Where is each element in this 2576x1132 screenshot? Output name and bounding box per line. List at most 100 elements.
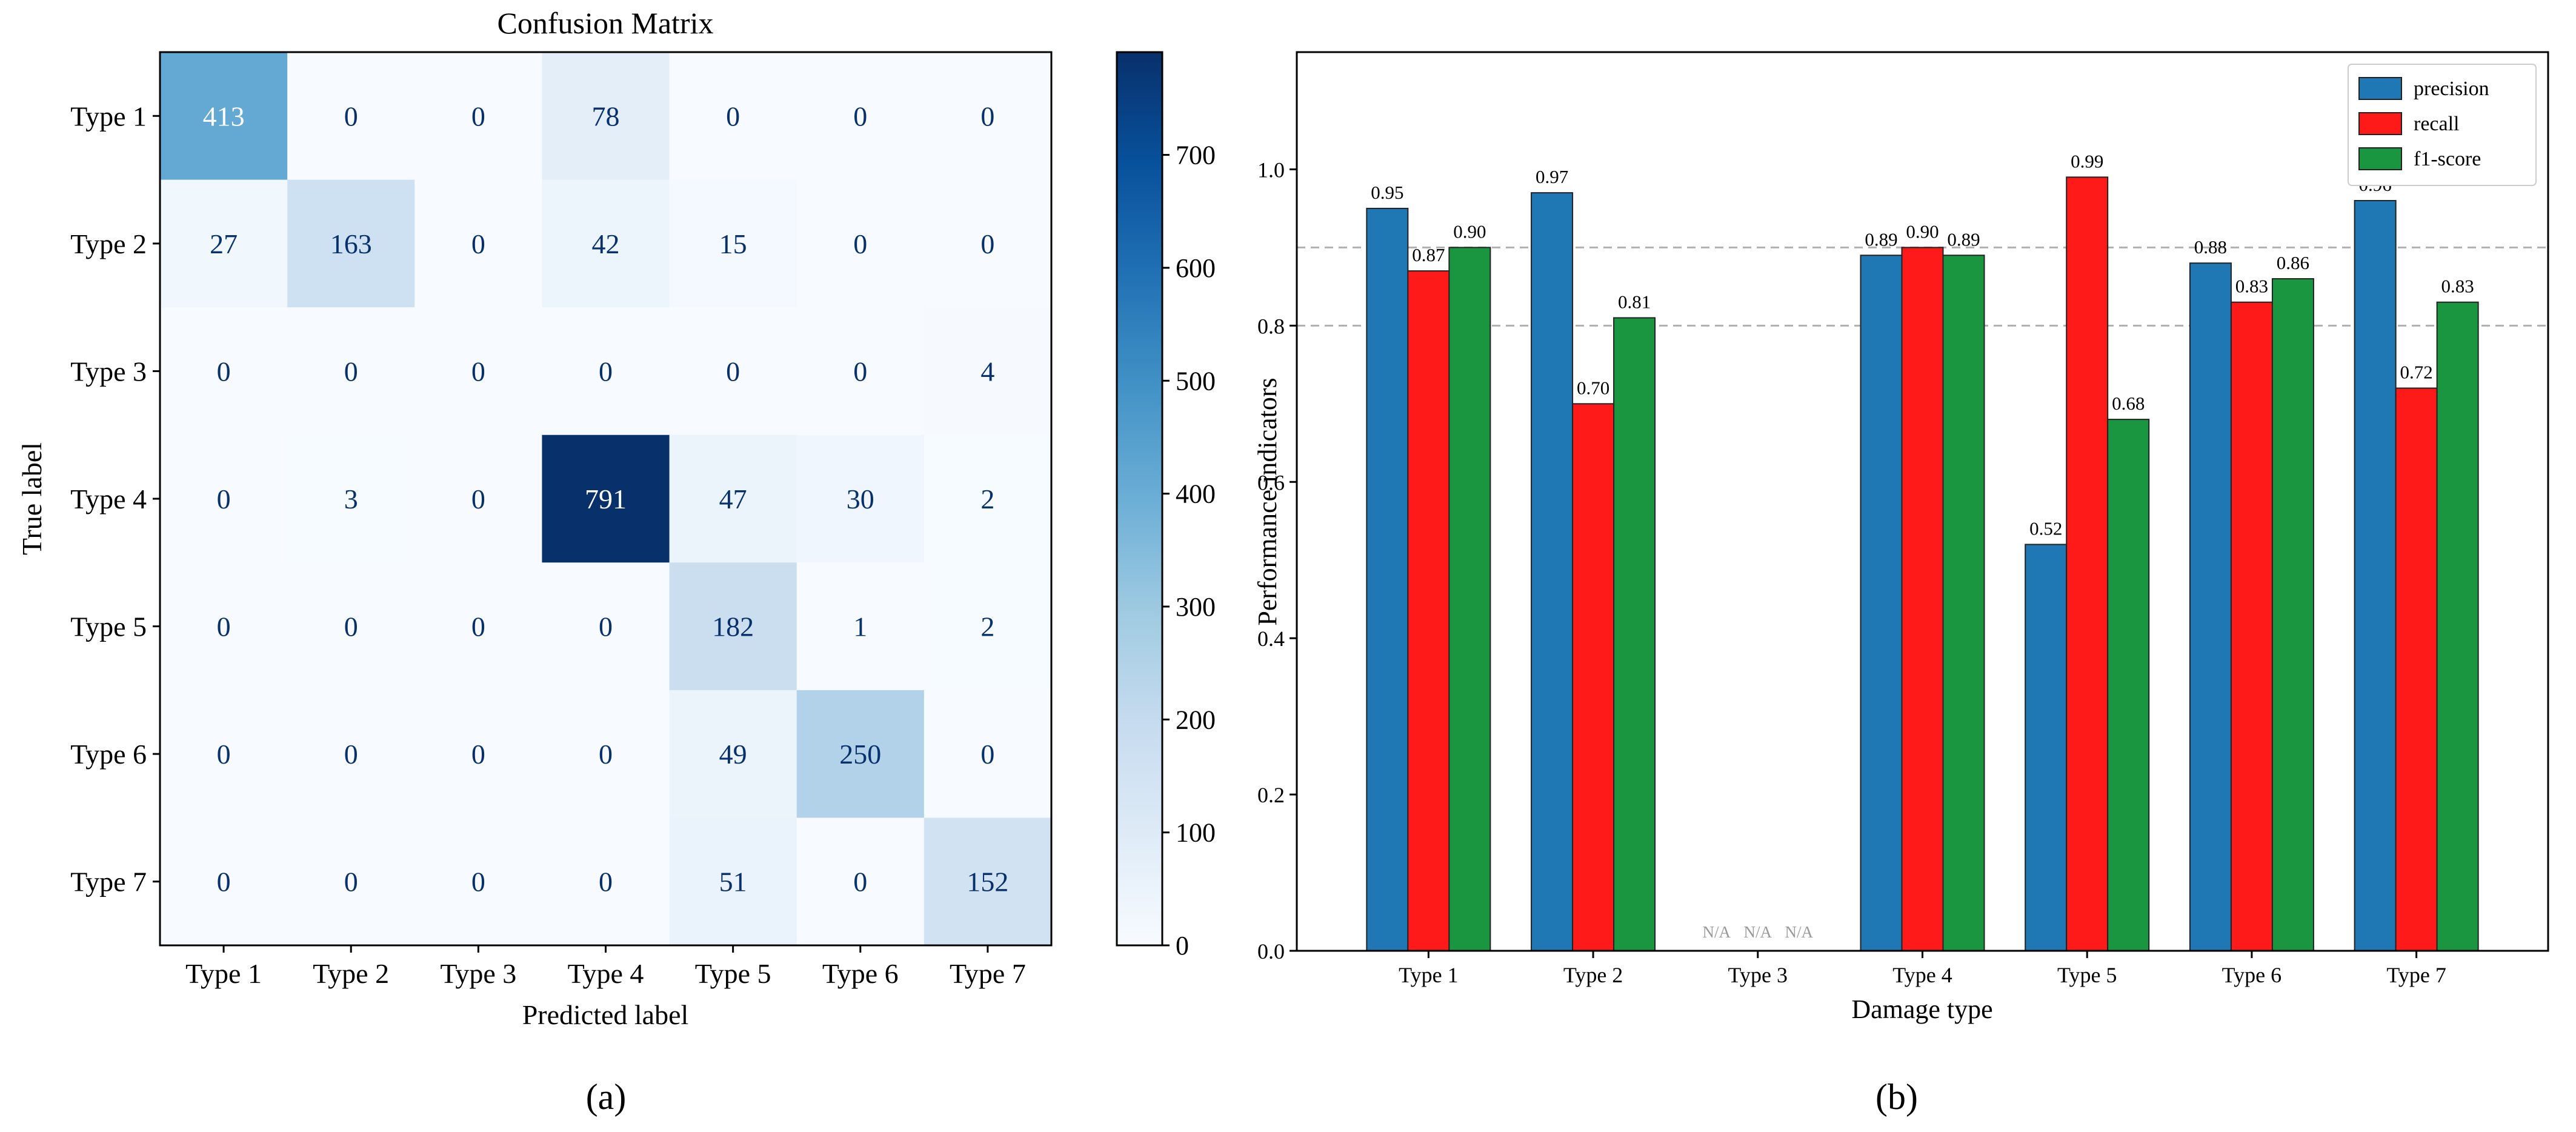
panel-label-b: (b) bbox=[1875, 1077, 1918, 1117]
cm-cell-value: 0 bbox=[344, 611, 358, 642]
cm-cell-value: 0 bbox=[853, 356, 867, 387]
cm-cell bbox=[414, 690, 542, 818]
cm-cell bbox=[669, 817, 797, 946]
bar-x-tick-label: Type 4 bbox=[1892, 963, 1952, 987]
bar bbox=[1572, 403, 1615, 951]
cm-xlabel: Predicted label bbox=[522, 999, 689, 1030]
cm-cell bbox=[160, 434, 288, 563]
cm-cell bbox=[287, 562, 415, 691]
cm-cell bbox=[542, 562, 670, 691]
cm-cell-value: 0 bbox=[853, 867, 867, 897]
cm-cell bbox=[796, 817, 925, 946]
cm-x-tick-label: Type 6 bbox=[822, 958, 899, 989]
legend-label: f1-score bbox=[2414, 148, 2481, 170]
cm-cell-value: 0 bbox=[980, 739, 994, 770]
colorbar-tick-label: 600 bbox=[1176, 253, 1216, 283]
bar-value-label: 0.70 bbox=[1577, 377, 1609, 398]
bar-na-label: N/A bbox=[1703, 923, 1731, 941]
cm-cell-value: 0 bbox=[471, 228, 485, 259]
cm-cell bbox=[669, 179, 797, 308]
legend-swatch bbox=[2358, 112, 2402, 135]
cm-cell bbox=[287, 179, 415, 308]
bar-y-tick-label: 0.8 bbox=[1257, 314, 1285, 338]
bar-value-label: 0.83 bbox=[2235, 276, 2268, 297]
colorbar-tick-label: 0 bbox=[1176, 931, 1189, 961]
cm-cell-value: 413 bbox=[203, 101, 245, 132]
cm-cell bbox=[796, 52, 925, 181]
cm-cell-value: 0 bbox=[217, 484, 231, 514]
cm-x-tick-label: Type 4 bbox=[568, 958, 644, 989]
cm-cell-value: 78 bbox=[592, 101, 620, 132]
confusion-matrix-panel: Confusion Matrix 413 0 0 78 0 0 027 163 0 42 15 0 00… bbox=[16, 6, 1216, 1030]
bar bbox=[2230, 301, 2273, 951]
cm-cell-value: 0 bbox=[471, 611, 485, 642]
bar-value-label: 0.72 bbox=[2400, 362, 2433, 383]
cm-cell bbox=[414, 434, 542, 563]
bar-y-tick-label: 0.4 bbox=[1257, 627, 1285, 651]
cm-cell bbox=[542, 690, 670, 818]
performance-bar-panel: 0.95 0.87 0.90 0.97 0.70 0.81 N/A N/A N/A 0.89 0.9… bbox=[1253, 51, 2549, 1024]
cm-cell-value: 0 bbox=[217, 356, 231, 387]
cm-cell bbox=[160, 690, 288, 818]
cm-cell bbox=[796, 434, 925, 563]
cm-cell-value: 15 bbox=[719, 228, 747, 259]
bar-x-tick-label: Type 1 bbox=[1399, 963, 1458, 987]
bar-value-label: 0.90 bbox=[1453, 221, 1486, 242]
cm-cell-value: 0 bbox=[217, 867, 231, 897]
bar-value-label: 0.81 bbox=[1618, 291, 1651, 312]
cm-cell bbox=[160, 52, 288, 181]
bar-x-tick-label: Type 3 bbox=[1728, 963, 1788, 987]
cm-cell-value: 0 bbox=[344, 739, 358, 770]
cm-y-tick-labels: Type 1 Type 2 Type 3 Type 4 Type 5 Type 6 Type… bbox=[70, 101, 160, 897]
legend-label: recall bbox=[2414, 113, 2460, 135]
cm-cell bbox=[924, 179, 1052, 308]
cm-cell bbox=[796, 690, 925, 818]
bar-x-tick-labels: Type 1 Type 2 Type 3 Type 4 Type 5 Type 6 Type… bbox=[1399, 951, 2446, 987]
bar-value-label: 0.87 bbox=[1412, 244, 1445, 265]
cm-y-tick-label: Type 1 bbox=[70, 101, 147, 132]
bar-value-label: 0.89 bbox=[1865, 228, 1897, 250]
cm-cell-value: 1 bbox=[853, 611, 867, 642]
cm-cell-value: 152 bbox=[967, 867, 1008, 897]
legend-label: precision bbox=[2414, 78, 2489, 100]
cm-cell bbox=[287, 434, 415, 563]
cm-cell bbox=[160, 562, 288, 691]
cm-y-tick-label: Type 5 bbox=[70, 611, 147, 642]
cm-cell-value: 0 bbox=[471, 867, 485, 897]
cm-cell bbox=[414, 562, 542, 691]
cm-cell-value: 3 bbox=[344, 484, 358, 514]
cm-cell bbox=[160, 179, 288, 308]
bar-value-label: 0.88 bbox=[2194, 236, 2227, 258]
cm-y-tick-label: Type 3 bbox=[70, 356, 147, 387]
cm-cell-value: 2 bbox=[980, 611, 994, 642]
cm-cell bbox=[796, 179, 925, 308]
bar-value-label: 0.89 bbox=[1947, 228, 1980, 250]
bar bbox=[1942, 255, 1985, 951]
bar-value-label: 0.68 bbox=[2112, 393, 2145, 414]
bar-y-tick-labels: 0.0 0.2 0.4 0.6 0.8 1.0 bbox=[1257, 158, 1297, 964]
legend-swatch bbox=[2358, 147, 2402, 170]
cm-cell bbox=[287, 817, 415, 946]
bar-y-tick-label: 0.0 bbox=[1257, 939, 1285, 964]
cm-cell bbox=[924, 434, 1052, 563]
cm-cell bbox=[414, 817, 542, 946]
cm-y-tick-label: Type 2 bbox=[70, 228, 147, 259]
cm-cell bbox=[542, 817, 670, 946]
bar bbox=[2107, 419, 2150, 951]
bar-ylabel: Performance indicators bbox=[1253, 378, 1282, 625]
cm-cell bbox=[287, 690, 415, 818]
cm-cell-value: 0 bbox=[471, 739, 485, 770]
bar-y-tick-label: 0.6 bbox=[1257, 470, 1285, 494]
cm-x-tick-label: Type 3 bbox=[440, 958, 516, 989]
bar bbox=[2066, 176, 2109, 951]
bar-x-tick-label: Type 6 bbox=[2222, 963, 2281, 987]
cm-ylabel: True label bbox=[16, 442, 47, 555]
colorbar-tick-label: 400 bbox=[1176, 479, 1216, 509]
cm-cell-value: 4 bbox=[980, 356, 994, 387]
cm-cell-value: 51 bbox=[719, 867, 747, 897]
cm-cell-value: 49 bbox=[719, 739, 747, 770]
cm-cell-value: 0 bbox=[344, 867, 358, 897]
bar bbox=[1366, 207, 1409, 951]
cm-cell bbox=[287, 52, 415, 181]
bar bbox=[2271, 278, 2314, 952]
